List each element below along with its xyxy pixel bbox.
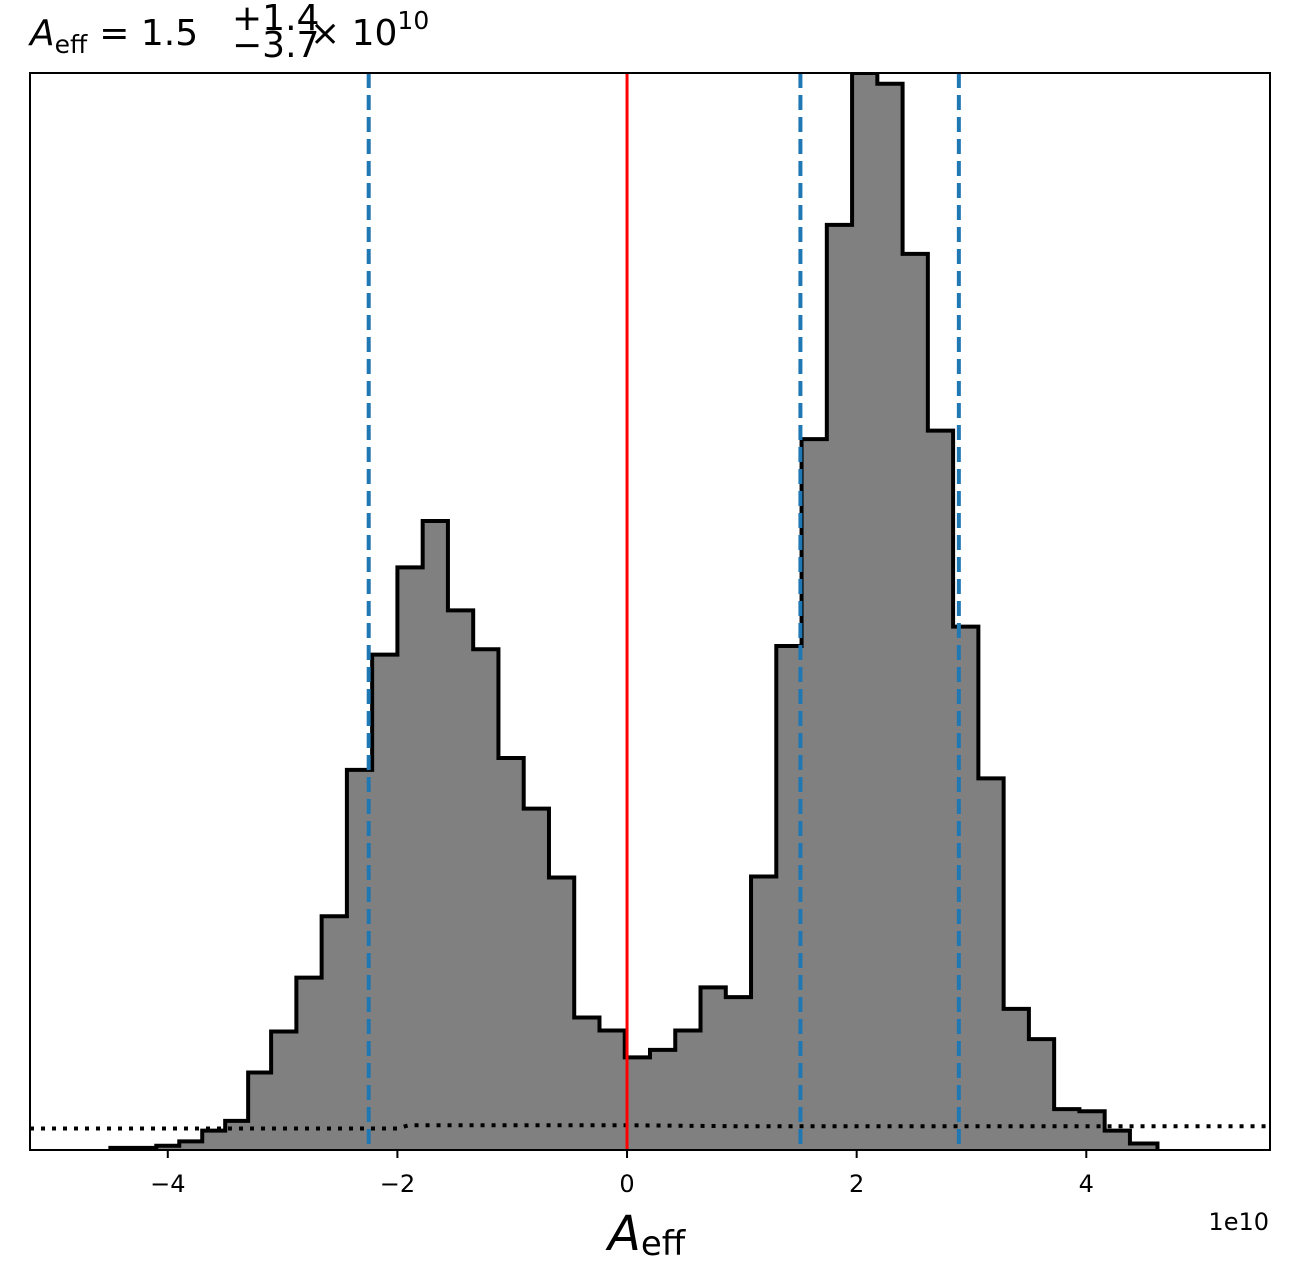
histogram-bar <box>296 977 323 1150</box>
x-tick-label: −4 <box>150 1170 185 1198</box>
histogram-bar <box>498 757 525 1150</box>
x-tick-label: 4 <box>1079 1170 1094 1198</box>
chart-title: Aeff = 1.5 +1.4 −3.7 × 1010 <box>28 0 429 66</box>
title-exponent: 10 <box>397 6 429 35</box>
histogram-bar <box>624 1057 651 1150</box>
histogram-bar <box>422 521 449 1150</box>
histogram-bar <box>179 1141 203 1150</box>
histogram-bar <box>1028 1039 1055 1150</box>
histogram-bar <box>700 987 727 1150</box>
histogram-bar <box>225 1120 249 1150</box>
histogram-bar <box>271 1031 297 1150</box>
title-lower-error: −3.7 <box>232 25 319 66</box>
histogram-bar <box>801 439 828 1150</box>
x-axis-label: Aeff <box>605 1206 687 1264</box>
x-axis-label-subscript: eff <box>641 1224 687 1264</box>
histogram-bar <box>1079 1111 1106 1150</box>
histogram-bar <box>1104 1130 1131 1150</box>
histogram-bar <box>877 83 904 1150</box>
histogram-bar <box>826 224 853 1150</box>
plot-frame <box>29 72 1271 1151</box>
x-tick-label: 0 <box>619 1170 634 1198</box>
histogram-bar <box>599 1030 626 1150</box>
title-upper-error: +1.4 <box>232 0 319 39</box>
plot-content <box>30 73 1270 1150</box>
histogram-bar <box>574 1017 600 1150</box>
histogram-bar <box>248 1072 272 1150</box>
histogram-bar <box>548 877 575 1150</box>
title-relation: = 1.5 <box>99 13 198 54</box>
histogram-bar <box>523 808 550 1150</box>
x-axis-ticks: −4 −2 0 2 4 <box>150 1150 1094 1198</box>
histogram-bar <box>202 1130 226 1150</box>
histogram-bar <box>751 876 777 1150</box>
x-offset-text: 1e10 <box>1208 1208 1269 1236</box>
histogram-bar <box>447 610 474 1150</box>
title-symbol-subscript: eff <box>55 30 88 59</box>
histogram-outline <box>108 73 1160 1150</box>
histogram-bar <box>927 430 954 1150</box>
histogram-bar <box>1129 1143 1158 1150</box>
histogram-bar <box>372 654 398 1150</box>
svg-text:Aeff= 1.5: Aeff = 1.5 <box>28 13 198 59</box>
x-tick-label: −2 <box>380 1170 415 1198</box>
histogram-bar <box>978 778 1005 1150</box>
histogram-bar <box>1054 1109 1080 1150</box>
histogram-bar <box>156 1145 180 1150</box>
histogram-bar <box>852 73 878 1150</box>
histogram-bar <box>397 567 424 1150</box>
histogram-bar <box>321 916 348 1150</box>
histogram-bar <box>650 1049 676 1150</box>
histogram-bar <box>776 645 803 1150</box>
title-multiplier: × 10 <box>310 13 397 54</box>
histogram-bar <box>1003 1008 1030 1150</box>
x-tick-label: 2 <box>849 1170 864 1198</box>
svg-text:× 1010: × 1010 <box>310 6 429 54</box>
histogram-bar <box>902 253 929 1150</box>
x-axis-label-symbol: A <box>605 1206 641 1262</box>
title-symbol: A <box>28 13 55 54</box>
histogram-bar <box>675 1030 702 1150</box>
plot-area <box>30 73 1270 1150</box>
histogram-bar <box>473 649 499 1150</box>
